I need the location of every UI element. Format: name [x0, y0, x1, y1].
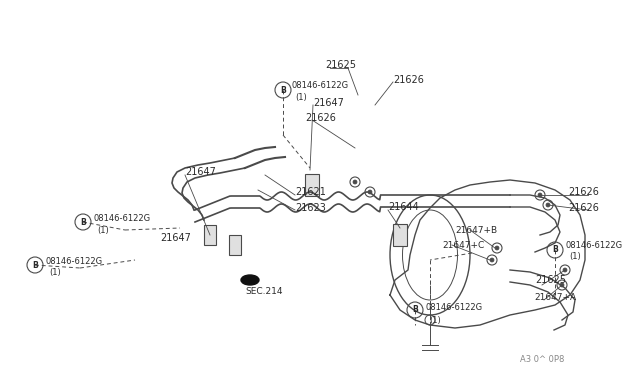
- Text: 21623: 21623: [295, 203, 326, 213]
- Text: 21621: 21621: [295, 187, 326, 197]
- Circle shape: [353, 180, 357, 184]
- Text: (1): (1): [295, 93, 307, 102]
- Bar: [305, 174, 319, 196]
- Text: 08146-6122G: 08146-6122G: [292, 80, 349, 90]
- Circle shape: [546, 203, 550, 207]
- Text: (1): (1): [49, 269, 61, 278]
- Text: 21647: 21647: [313, 98, 344, 108]
- Text: B: B: [412, 305, 418, 314]
- Text: A3 0^ 0P8: A3 0^ 0P8: [520, 356, 564, 365]
- Circle shape: [560, 283, 564, 287]
- Text: (1): (1): [429, 315, 441, 324]
- Text: 21626: 21626: [568, 203, 599, 213]
- Text: B: B: [32, 260, 38, 269]
- Circle shape: [495, 246, 499, 250]
- Bar: [229, 235, 241, 255]
- Text: SEC.214: SEC.214: [245, 288, 282, 296]
- Text: 21647: 21647: [160, 233, 191, 243]
- Text: 21647: 21647: [185, 167, 216, 177]
- Text: B: B: [80, 218, 86, 227]
- Text: 08146-6122G: 08146-6122G: [425, 304, 482, 312]
- Text: 21626: 21626: [305, 113, 336, 123]
- Text: 21626: 21626: [393, 75, 424, 85]
- Text: 08146-6122G: 08146-6122G: [93, 214, 150, 222]
- Text: 08146-6122G: 08146-6122G: [45, 257, 102, 266]
- Ellipse shape: [241, 275, 259, 285]
- Text: 08146-6122G: 08146-6122G: [565, 241, 622, 250]
- Text: 21625: 21625: [535, 275, 566, 285]
- Text: B: B: [280, 86, 286, 94]
- Text: 21647+A: 21647+A: [534, 292, 576, 301]
- Text: B: B: [552, 246, 558, 254]
- Text: 21647+B: 21647+B: [455, 225, 497, 234]
- Circle shape: [490, 258, 494, 262]
- Text: (1): (1): [97, 225, 109, 234]
- Text: (1): (1): [569, 253, 580, 262]
- Text: 21647+C: 21647+C: [442, 241, 484, 250]
- Circle shape: [538, 193, 542, 197]
- Text: 21626: 21626: [568, 187, 599, 197]
- Circle shape: [563, 268, 567, 272]
- Text: 21644: 21644: [388, 202, 419, 212]
- Circle shape: [368, 190, 372, 194]
- Bar: [393, 224, 407, 246]
- Bar: [204, 225, 216, 245]
- Text: 21625: 21625: [325, 60, 356, 70]
